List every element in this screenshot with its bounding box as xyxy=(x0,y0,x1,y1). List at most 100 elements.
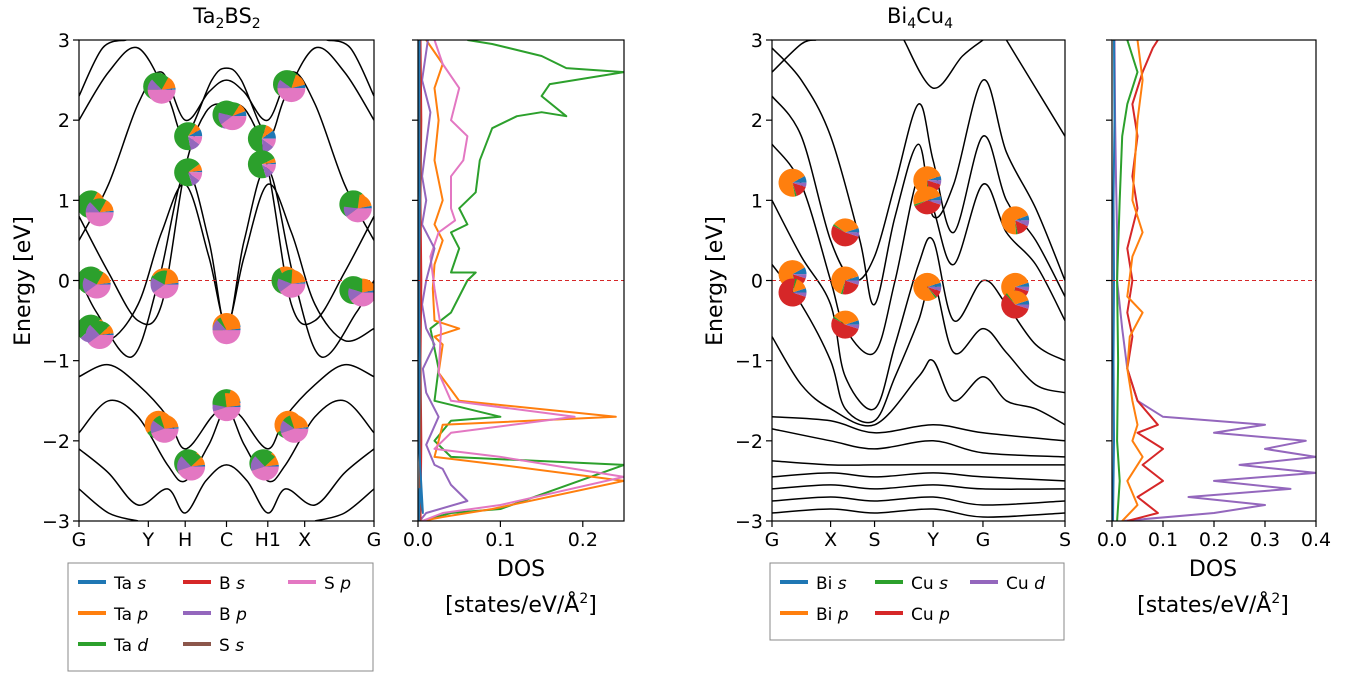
band-right-kpoint-label: G xyxy=(765,529,780,551)
band-left-pie-marker-slice xyxy=(212,330,241,345)
dos-left-xtick-label: 0.1 xyxy=(485,529,515,551)
band-right-pie-marker-slice xyxy=(831,225,859,247)
band-left-pie-marker-slice xyxy=(280,283,306,298)
band-right-band-line xyxy=(772,264,1065,424)
left-ylabel: Energy [eV] xyxy=(11,216,36,346)
legend-right: Bi s Bi p Cu s Cu p Cu d xyxy=(769,562,1065,641)
band-right-pie-marker-slice xyxy=(845,320,860,325)
band-left-pie-marker xyxy=(247,150,276,179)
band-right-pie-marker-slice xyxy=(831,317,859,339)
band-right-kpoint-label: Y xyxy=(926,529,939,551)
right-title: Bi4Cu4 xyxy=(887,4,953,32)
band-left-pie-marker-slice xyxy=(261,162,276,165)
band-left-pie-marker-slice xyxy=(177,466,206,481)
band-left-pie-marker-slice xyxy=(161,77,176,90)
band-left-pie-marker-slice xyxy=(212,319,227,331)
dos-left-xtick-label: 0.2 xyxy=(568,529,598,551)
band-left-pie-marker-slice xyxy=(261,138,274,153)
band-left-pie-marker-slice xyxy=(277,79,292,89)
band-right-pie-marker-slice xyxy=(792,292,807,297)
band-left-pie-marker xyxy=(250,452,279,481)
dos-left-series-ta_p xyxy=(421,40,624,521)
band-left-pie-marker-slice xyxy=(280,74,296,89)
dos-left-series-b_p xyxy=(418,40,469,521)
band-left-kpoint-label: H xyxy=(178,529,192,551)
band-left-pie-marker xyxy=(218,102,247,131)
dos-right-xtick-label: 0.4 xyxy=(1301,529,1331,551)
band-right-kpoint-label: S xyxy=(1059,529,1071,551)
band-right-pie-marker-slice xyxy=(792,182,797,197)
band-right-ytick-label: 1 xyxy=(751,190,763,212)
legend-left-label: S p xyxy=(324,574,351,594)
legend-right-label: Cu s xyxy=(911,574,948,594)
band-left-kpoint-label: G xyxy=(72,529,87,551)
band-right-pie-marker-slice xyxy=(842,280,859,295)
band-left-ytick-label: 3 xyxy=(58,30,70,52)
band-left-ytick-label: 2 xyxy=(58,110,70,132)
band-right-pie-marker-slice xyxy=(1005,293,1016,305)
legend-left-label: Ta p xyxy=(113,605,148,625)
band-left-pie-marker-slice xyxy=(357,205,372,209)
band-right-pie-marker xyxy=(778,278,807,307)
band-left-pie-marker xyxy=(147,75,176,104)
dos-right-series-cu_d xyxy=(1113,40,1316,521)
band-right-pie-marker-slice xyxy=(845,232,860,237)
band-left-pie-marker-slice xyxy=(280,420,295,434)
band-left-pie-marker-slice xyxy=(99,200,114,213)
band-right-ytick-label: −1 xyxy=(735,351,763,373)
band-left-pie-marker-slice xyxy=(357,194,372,209)
band-left-pie-marker xyxy=(212,316,241,345)
band-left-pie-marker-slice xyxy=(191,456,205,467)
band-right-band-line xyxy=(772,95,1065,297)
band-left-band-line xyxy=(79,71,374,241)
dos-right-xlabel: DOS xyxy=(1189,557,1237,582)
band-right-ytick-label: 3 xyxy=(751,30,763,52)
band-right-pie-marker-slice xyxy=(792,279,806,293)
band-right-pie-marker-slice xyxy=(778,278,806,307)
band-right-pie-marker-slice xyxy=(792,267,807,275)
left-title: Ta2BS2 xyxy=(192,4,260,32)
legend-left-label: Ta s xyxy=(113,574,146,594)
band-right-band-line xyxy=(772,47,1065,306)
band-left-pie-marker-slice xyxy=(278,269,293,284)
band-right-pie-marker xyxy=(831,218,860,247)
band-left-pie-marker-slice xyxy=(153,415,165,429)
band-left-pie-marker-slice xyxy=(151,428,179,443)
band-right-pie-marker-slice xyxy=(792,175,807,183)
legend-left-label: B p xyxy=(219,605,247,625)
band-left-pie-marker-slice xyxy=(152,75,169,90)
band-left-pie-marker xyxy=(85,321,114,350)
band-left-band-line xyxy=(79,488,139,521)
dos-right-xtick-label: 0.0 xyxy=(1097,529,1127,551)
band-right-pie-marker xyxy=(913,272,942,301)
band-left-pie-marker-slice xyxy=(255,452,276,467)
band-right-pie-marker-slice xyxy=(845,228,860,233)
legend-right-label: Cu p xyxy=(911,605,950,625)
band-right-band-line xyxy=(772,40,817,73)
band-left-band-line xyxy=(79,103,374,326)
band-left-pie-marker xyxy=(277,269,306,298)
band-left-pie-marker-slice xyxy=(294,427,309,429)
band-left-pie-marker xyxy=(277,74,306,103)
band-left-band-line xyxy=(79,40,127,97)
band-right-pie-marker xyxy=(913,166,942,195)
band-left-pie-marker xyxy=(85,198,114,227)
dos-left-series-ta_s xyxy=(418,40,424,521)
band-right-pie-marker-slice xyxy=(1015,215,1030,221)
band-left-pie-marker-slice xyxy=(90,321,110,336)
band-left-pie-marker-slice xyxy=(343,206,358,217)
band-right-pie-marker xyxy=(778,168,807,197)
band-right-pie-marker-slice xyxy=(1015,300,1030,305)
band-right-pie-marker-slice xyxy=(927,180,942,185)
band-left-pie-marker-slice xyxy=(99,325,114,336)
band-left-kpoint-label: H1 xyxy=(255,529,281,551)
band-right-kpoint-label: X xyxy=(824,529,837,551)
band-right-pie-marker-slice xyxy=(927,286,941,298)
band-right-pie-marker-slice xyxy=(792,288,807,293)
dos-left-series-s_p xyxy=(421,40,624,521)
band-left-pie-marker-slice xyxy=(291,84,306,89)
band-right-pie-marker-slice xyxy=(1015,282,1030,287)
band-right-pie-marker-slice xyxy=(845,280,860,285)
band-right-band-line xyxy=(772,428,1065,458)
dos-right-xtick-label: 0.1 xyxy=(1148,529,1178,551)
